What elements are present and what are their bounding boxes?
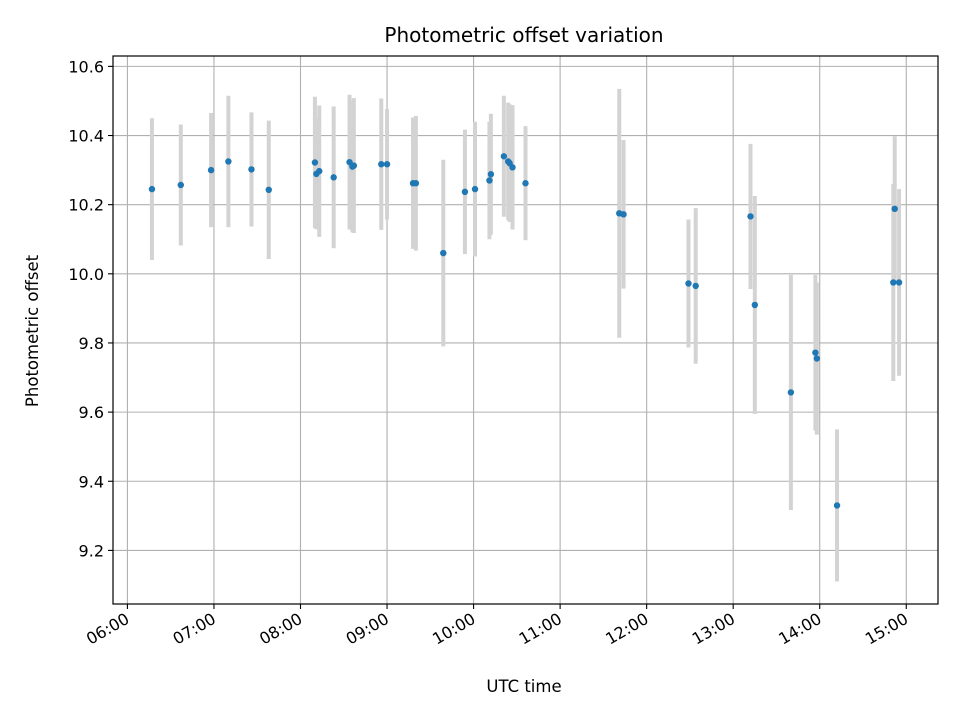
y-tick-label: 9.6 [79,403,104,422]
data-point [225,158,232,165]
data-point [316,167,323,175]
data-point [248,166,255,173]
data-points [148,153,903,509]
x-tick-label: 12:00 [602,609,651,649]
data-point [148,185,156,193]
data-point [812,349,819,356]
data-point [685,280,692,287]
y-tick-label: 9.4 [79,472,104,491]
x-tick-label: 15:00 [862,609,911,649]
x-tick-label: 11:00 [516,609,565,649]
data-point [890,279,897,286]
data-point [311,159,319,166]
x-tick-label: 10:00 [429,609,478,649]
data-point [692,282,699,290]
data-point [833,502,841,509]
y-tick-label: 9.8 [79,334,104,353]
y-axis-title: Photometric offset [23,254,42,407]
x-tick-label: 13:00 [689,609,738,649]
y-tick-label: 9.2 [79,541,104,560]
data-point [265,186,272,194]
data-point [509,164,516,171]
data-point [891,205,898,213]
data-point [747,213,754,220]
x-axis-title: UTC time [486,677,561,696]
x-tick-label: 14:00 [775,609,824,649]
y-tick-label: 10.4 [68,127,104,146]
data-point [620,211,627,218]
data-point [412,180,420,187]
data-point [383,161,391,168]
y-tick-label: 10.2 [68,196,104,215]
data-point [461,188,469,196]
data-point [500,153,508,160]
data-point [207,166,215,174]
x-tick-label: 08:00 [256,609,305,649]
data-point [486,177,493,184]
data-point [787,389,795,396]
x-axis-ticks: 06:00 07:00 08:00 09:00 10:00 11:00 12:00 13:00… [83,604,911,649]
y-tick-label: 10.0 [68,265,104,284]
y-axis-ticks: 9.2 9.4 9.6 9.8 10.0 10.2 10.4 10.6 [68,57,113,560]
error-bars [149,88,902,582]
data-point [440,249,447,257]
plot-area-frame [112,55,939,605]
data-point [177,181,184,189]
data-point [471,185,479,193]
data-point [751,301,759,309]
y-tick-label: 10.6 [68,57,104,76]
data-point [487,171,495,178]
data-point [378,161,385,168]
data-point [895,279,903,286]
x-tick-label: 07:00 [170,609,219,649]
data-point [813,355,821,362]
x-tick-label: 09:00 [343,609,392,649]
x-tick-label: 06:00 [83,609,132,649]
chart-title: Photometric offset variation [384,23,663,47]
data-point [330,174,337,181]
data-point [350,162,358,169]
data-point [522,180,529,187]
